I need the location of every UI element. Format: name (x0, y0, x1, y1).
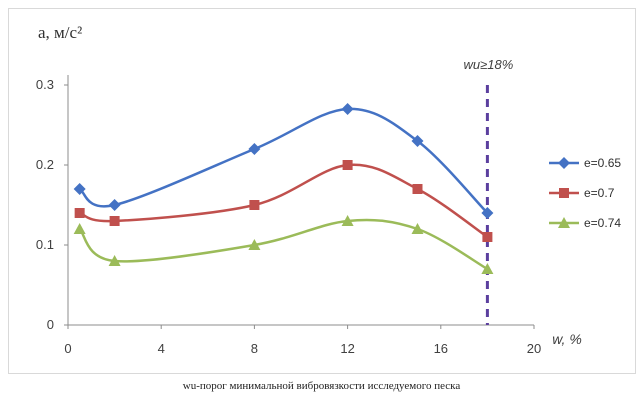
data-point (411, 135, 424, 147)
x-tick-label: 20 (527, 341, 541, 356)
data-point (341, 215, 354, 226)
data-point (342, 160, 353, 170)
data-point (411, 223, 424, 234)
y-axis-label: a, м/с² (38, 23, 82, 42)
data-point (248, 239, 261, 250)
data-point (108, 255, 121, 266)
x-tick-label: 0 (64, 341, 71, 356)
series-line-e=0.74 (78, 218, 489, 271)
y-tick-label: 0.1 (36, 237, 54, 252)
x-tick-label: 12 (340, 341, 354, 356)
x-tick-label: 8 (251, 341, 258, 356)
threshold-label: wu≥18% (464, 57, 514, 72)
data-point (74, 208, 85, 218)
data-point (481, 263, 494, 274)
series-line-e=0.65 (78, 107, 489, 214)
y-tick-label: 0.2 (36, 157, 54, 172)
y-tick-label: 0 (47, 317, 54, 332)
legend-marker (559, 188, 569, 198)
data-point (73, 223, 86, 234)
data-point (108, 199, 121, 211)
legend-label: e=0.65 (584, 156, 621, 170)
data-point (341, 103, 354, 115)
data-point (109, 216, 120, 226)
data-point (249, 200, 260, 210)
legend-marker (558, 157, 570, 169)
x-axis-label: w, % (552, 331, 582, 347)
legend-marker (558, 217, 570, 228)
y-tick-label: 0.3 (36, 77, 54, 92)
legend-label: e=0.74 (584, 216, 621, 230)
data-point (412, 184, 423, 194)
plot-frame (8, 8, 636, 374)
x-tick-label: 16 (434, 341, 448, 356)
legend-label: e=0.7 (584, 186, 615, 200)
data-point (481, 207, 494, 219)
data-point (248, 143, 261, 155)
series-line-e=0.7 (79, 163, 489, 239)
x-tick-label: 4 (158, 341, 165, 356)
chart-caption: wu-порог минимальной вибровязкости иссле… (182, 380, 461, 392)
data-point (73, 183, 86, 195)
data-point (482, 232, 493, 242)
